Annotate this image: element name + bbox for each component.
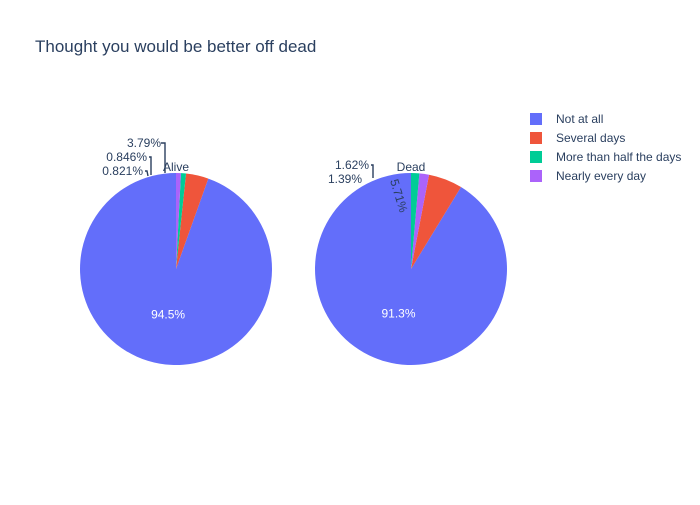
legend-item-nearly-every-day[interactable]: Nearly every day [530, 169, 646, 183]
pie-dead: 91.3%5.71%1.62%1.39%Dead [314, 158, 507, 366]
pie-slice-alive-several-days[interactable] [176, 173, 209, 269]
slice-label: 1.62% [335, 158, 369, 172]
legend-item-not-at-all[interactable]: Not at all [530, 112, 603, 126]
slice-label: 0.821% [102, 164, 143, 178]
slice-label: 0.846% [106, 150, 147, 164]
chart-title: Thought you would be better off dead [35, 37, 316, 56]
pie-slice-dead-several-days[interactable] [411, 174, 461, 269]
pie-slice-dead-not-at-all[interactable] [314, 173, 507, 366]
pie-alive: 94.5% 3.79%0.846%0.821% Alive [80, 136, 273, 365]
leader-line [161, 142, 166, 173]
leader-line [149, 156, 152, 175]
slice-label: 1.39% [328, 172, 362, 186]
slice-label: 94.5% [151, 307, 185, 321]
pie-title-alive: Alive [163, 160, 189, 174]
pie-slice-alive-not-at-all[interactable] [80, 173, 273, 365]
pie-slice-dead-more-than-half-the-days[interactable] [411, 173, 420, 269]
slice-label: 91.3% [381, 306, 415, 320]
leader-line [145, 170, 149, 177]
pie-slice-alive-more-than-half-the-days[interactable] [176, 173, 187, 269]
slice-label: 3.79% [127, 136, 161, 150]
legend-label: Nearly every day [556, 169, 646, 183]
leader-line [371, 164, 374, 178]
pie-slice-alive-nearly-every-day[interactable] [176, 173, 181, 269]
legend-item-several-days[interactable]: Several days [530, 131, 625, 145]
legend-swatch [530, 170, 542, 182]
legend-label: Not at all [556, 112, 603, 126]
legend-swatch [530, 113, 542, 125]
pies-layer: 94.5%3.79%0.846%0.821% Alive91.3%5.71%1.6… [80, 136, 507, 366]
legend[interactable]: Not at all Several days More than half the… [530, 112, 681, 183]
pie-slice-dead-nearly-every-day[interactable] [411, 173, 430, 269]
legend-swatch [530, 151, 542, 163]
legend-item-more-than-half-the-days[interactable]: More than half the days [530, 150, 681, 164]
legend-label: Several days [556, 131, 625, 145]
pie-title-dead: Dead [397, 160, 426, 174]
legend-label: More than half the days [556, 150, 681, 164]
legend-swatch [530, 132, 542, 144]
